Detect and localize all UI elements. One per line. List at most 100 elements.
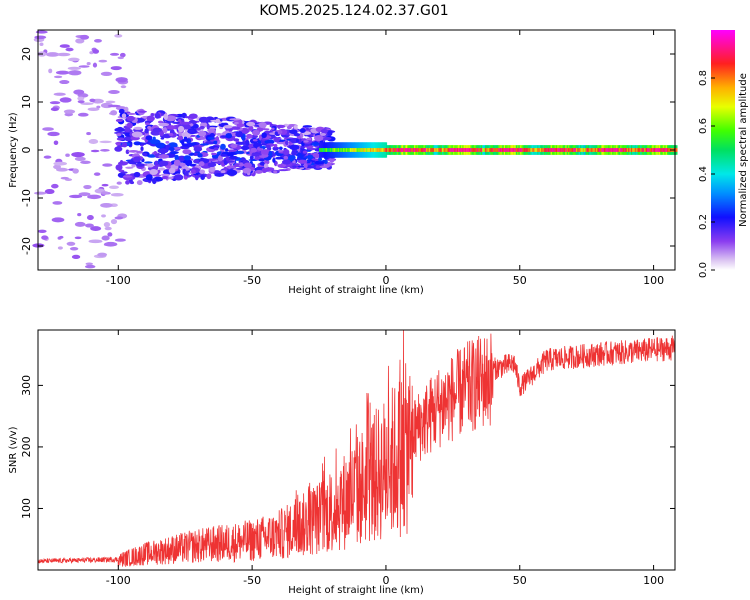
spectrogram-cell — [479, 148, 483, 152]
spectrogram-cell — [184, 170, 189, 177]
spectrogram-cell — [522, 148, 525, 152]
spectrogram-cell — [138, 110, 147, 113]
spectrogram-cell — [102, 163, 113, 167]
spectrogram-cell — [498, 148, 501, 152]
spectrogram-cell — [550, 148, 554, 152]
spectrogram-cell — [246, 151, 250, 155]
spectrogram-cell — [117, 56, 124, 60]
spectrogram-cell — [187, 129, 196, 133]
spectrogram-cell — [365, 148, 369, 152]
spectrogram-cell — [277, 149, 284, 152]
spectrogram-cell — [303, 140, 309, 143]
spectrogram-cell — [71, 254, 81, 260]
spectrogram-cell — [628, 148, 631, 152]
spectrogram-cell — [562, 148, 566, 152]
spectrogram-cell — [53, 161, 68, 166]
spectrogram-cell — [177, 125, 185, 133]
spectrogram-cell — [198, 161, 205, 167]
spectrogram-cell — [459, 148, 463, 152]
spectrogram-cell — [380, 148, 384, 152]
spectrogram-cell — [118, 79, 126, 83]
spectrogram-cell — [89, 98, 96, 103]
spectrogram-cell — [85, 262, 93, 266]
spectrogram-cell — [261, 132, 267, 139]
spectrogram-cell — [279, 146, 283, 151]
colorbar-tick-label: 0.2 — [698, 214, 709, 230]
y-tick-label: -20 — [20, 237, 33, 255]
spectrogram-cell — [262, 128, 270, 131]
spectrogram-cell — [602, 148, 606, 152]
spectrogram-cell — [601, 148, 604, 152]
spectrogram-cell — [152, 136, 156, 141]
spectrogram-cell — [37, 229, 47, 233]
spectrogram-cell — [526, 148, 529, 152]
spectrogram-cell — [181, 143, 189, 147]
spectrogram-cell — [476, 148, 480, 152]
spectrogram-cell — [311, 158, 321, 161]
spectrogram-cell — [263, 163, 269, 169]
spectrogram-cell — [60, 176, 69, 180]
spectrogram-cell — [129, 181, 135, 185]
spectrogram-cell — [99, 140, 112, 144]
colorbar-ticks: 0.0 0.2 0.4 0.6 0.8 — [698, 70, 715, 278]
spectrogram-cell — [418, 148, 421, 152]
spectrogram-cell — [432, 148, 436, 152]
x-tick-label: 0 — [382, 574, 389, 587]
spectrogram-cell — [406, 148, 409, 152]
spectrogram-cell — [110, 193, 124, 197]
spectrogram-cell — [360, 148, 364, 152]
spectrogram-cell — [306, 137, 312, 141]
spectrogram-cell — [569, 148, 572, 152]
spectrogram-cell — [446, 148, 449, 152]
spectrogram-cell — [397, 148, 401, 152]
spectrogram-cell — [613, 148, 616, 152]
spectrogram-cell — [49, 101, 61, 105]
spectrogram-cell — [306, 154, 314, 160]
spectrogram-cell — [466, 148, 469, 152]
spectrogram-cell — [235, 131, 244, 138]
spectrogram-cell — [80, 160, 91, 164]
spectrogram-cell — [114, 34, 123, 38]
spectrogram-cell — [84, 223, 94, 228]
spectrogram-cell — [41, 235, 49, 240]
spectrogram-cell — [274, 131, 278, 136]
spectrogram-cell — [295, 139, 299, 143]
spectrogram-cell — [529, 148, 532, 152]
spectrogram-cell — [314, 160, 324, 165]
spectrogram-cell — [228, 129, 233, 132]
spectrogram-cell — [539, 148, 543, 152]
spectrogram-cell — [125, 166, 134, 169]
spectrogram-x-ticks: -100 -50 0 50 100 — [106, 30, 664, 287]
spectrogram-cell — [616, 148, 619, 152]
spectrogram-cell — [132, 156, 141, 163]
spectrogram-cell — [327, 130, 333, 136]
spectrogram-cell — [561, 148, 564, 152]
spectrogram-cell — [119, 52, 126, 58]
spectrogram-cell — [641, 148, 645, 152]
spectrogram-cell — [600, 148, 603, 152]
colorbar-gradient — [711, 30, 735, 270]
spectrogram-cell — [361, 148, 365, 152]
spectrogram-cell — [120, 159, 124, 165]
spectrogram-cell — [275, 124, 286, 129]
spectrogram-cell — [240, 145, 250, 151]
spectrogram-cell — [156, 169, 161, 174]
spectrogram-cell — [86, 131, 91, 136]
spectrogram-cell — [404, 148, 408, 152]
spectrogram-cell — [566, 148, 570, 152]
spectrogram-cell — [610, 148, 614, 152]
spectrogram-cell — [162, 127, 168, 134]
spectrogram-cell — [501, 148, 504, 152]
spectrogram-cell — [157, 148, 169, 154]
spectrogram-cell — [443, 148, 446, 152]
colorbar-tick-label: 0.4 — [698, 166, 709, 182]
spectrogram-cell — [468, 148, 472, 152]
y-tick-label: 300 — [20, 375, 33, 396]
spectrogram-cell — [396, 148, 400, 152]
spectrogram-cell — [220, 170, 226, 174]
spectrogram-cell — [454, 148, 457, 152]
spectrogram-cell — [200, 174, 205, 180]
spectrogram-cell — [225, 132, 233, 139]
spectrogram-cell — [114, 238, 126, 242]
y-tick-label: 100 — [20, 498, 33, 519]
